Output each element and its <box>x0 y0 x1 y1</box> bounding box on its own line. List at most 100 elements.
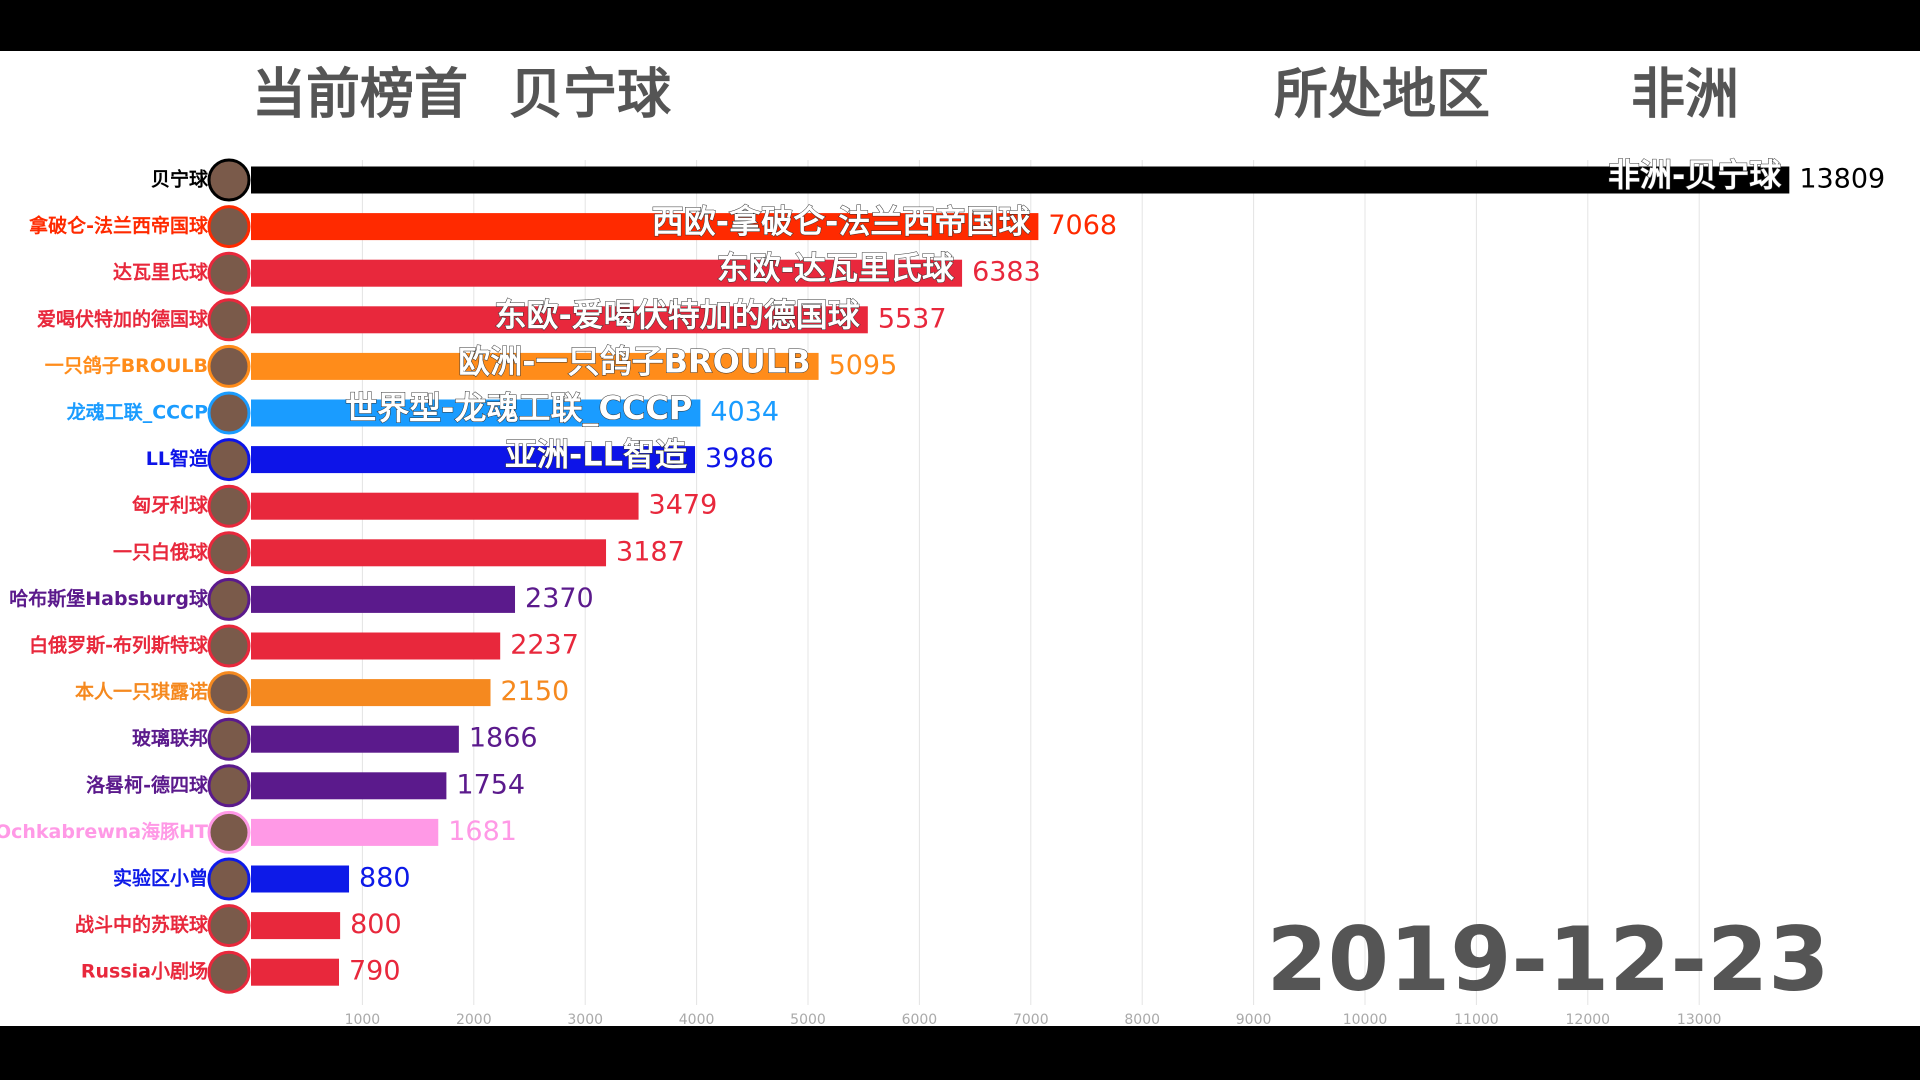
bar <box>251 492 639 520</box>
bar <box>251 259 963 287</box>
value-label: 4034 <box>710 397 779 428</box>
bar <box>251 213 1039 241</box>
x-tick-label: 7000 <box>1013 1012 1049 1028</box>
value-label: 6383 <box>972 257 1041 288</box>
avatar <box>207 624 251 668</box>
bar-label: 世界型-龙魂工联_CCCP <box>345 389 692 427</box>
avatar <box>207 717 251 761</box>
avatar <box>207 577 251 621</box>
avatar <box>207 904 251 948</box>
bar <box>251 539 607 567</box>
x-tick-label: 10000 <box>1343 1012 1388 1028</box>
value-label: 1866 <box>469 723 538 754</box>
x-tick-label: 5000 <box>790 1012 826 1028</box>
x-tick-label: 8000 <box>1124 1012 1160 1028</box>
bar <box>251 818 439 846</box>
leader: 贝宁球 <box>509 63 672 126</box>
category-label: 拿破仑-法兰西帝国球 <box>28 214 209 237</box>
avatar <box>207 298 251 342</box>
category-label: 一只白俄球 <box>113 540 209 563</box>
bar-label: 亚洲-LL智造 <box>505 436 687 474</box>
bar <box>251 725 459 753</box>
x-tick-label: 3000 <box>567 1012 603 1028</box>
avatar <box>207 251 251 295</box>
bar <box>251 865 350 893</box>
bar <box>251 399 701 427</box>
value-label: 13809 <box>1799 164 1885 195</box>
avatar <box>207 205 251 249</box>
bar-label: 东欧-爱喝伏特加的德国球 <box>495 296 861 334</box>
category-label: 爱喝伏特加的德国球 <box>37 307 209 330</box>
category-label: 战斗中的苏联球 <box>75 913 209 936</box>
avatar <box>207 810 251 854</box>
category-label: 洛晷柯-德四球 <box>86 773 209 796</box>
bar <box>251 958 340 986</box>
avatar <box>207 391 251 435</box>
bar-label: 欧洲-一只鸽子BROULB <box>458 342 810 380</box>
x-tick-label: 2000 <box>456 1012 492 1028</box>
region: 非洲 <box>1631 63 1739 126</box>
category-label: 本人一只琪露诺 <box>75 680 208 703</box>
avatar <box>207 344 251 388</box>
category-label: 匈牙利球 <box>132 494 209 517</box>
bar <box>251 306 868 334</box>
avatar <box>207 484 251 528</box>
x-tick-label: 12000 <box>1566 1012 1611 1028</box>
bar-label: 西欧-拿破仑-法兰西帝国球 <box>652 203 1032 241</box>
value-label: 800 <box>350 909 402 940</box>
avatar <box>207 950 251 994</box>
value-label: 2370 <box>525 583 594 614</box>
avatar <box>207 158 251 202</box>
category-label: 实验区小曾 <box>113 867 208 890</box>
bar <box>251 632 501 660</box>
category-label: 达瓦里氏球 <box>113 261 209 284</box>
title: 当前榜首 <box>252 63 468 126</box>
bar <box>251 352 819 380</box>
x-tick-label: 6000 <box>902 1012 938 1028</box>
avatar <box>207 438 251 482</box>
value-label: 5537 <box>878 303 947 334</box>
category-label: 白俄罗斯-布列斯特球 <box>29 634 209 657</box>
bar <box>251 679 491 707</box>
category-label: 一只鸽子BROULB <box>45 354 208 377</box>
value-label: 2237 <box>510 630 579 661</box>
value-label: 5095 <box>829 350 898 381</box>
avatar <box>207 671 251 715</box>
category-label: 哈布斯堡Habsburg球 <box>9 587 209 610</box>
bar <box>251 446 696 474</box>
bar-label: 东欧-达瓦里氏球 <box>717 249 955 287</box>
avatar <box>207 764 251 808</box>
category-label: LL智造 <box>146 447 209 470</box>
value-label: 790 <box>349 956 401 987</box>
x-tick-label: 9000 <box>1236 1012 1272 1028</box>
x-tick-label: 13000 <box>1677 1012 1722 1028</box>
category-label: 玻璃联邦 <box>132 727 208 750</box>
x-tick-label: 4000 <box>679 1012 715 1028</box>
bar <box>251 166 1790 194</box>
category-label: Ochkabrewna海豚HT <box>0 820 208 843</box>
avatar <box>207 531 251 575</box>
bar-label: 非洲-贝宁球 <box>1608 156 1782 194</box>
avatar <box>207 857 251 901</box>
grid <box>361 160 1700 1005</box>
bar <box>251 585 516 613</box>
value-label: 1754 <box>456 769 525 800</box>
value-label: 3479 <box>649 490 718 521</box>
value-label: 2150 <box>501 676 570 707</box>
date: 2019-12-23 <box>1267 908 1830 1011</box>
region-label: 所处地区 <box>1274 63 1490 126</box>
value-label: 3187 <box>616 536 685 567</box>
category-label: 龙魂工联_CCCP <box>67 401 208 424</box>
x-tick-label: 11000 <box>1454 1012 1499 1028</box>
category-label: 贝宁球 <box>151 168 209 191</box>
value-label: 1681 <box>448 816 517 847</box>
value-label: 7068 <box>1048 210 1117 241</box>
bar <box>251 912 341 940</box>
x-tick-label: 1000 <box>345 1012 381 1028</box>
category-label: Russia小剧场 <box>81 961 208 983</box>
value-label: 880 <box>359 863 411 894</box>
value-label: 3986 <box>705 443 774 474</box>
bar <box>251 772 447 800</box>
